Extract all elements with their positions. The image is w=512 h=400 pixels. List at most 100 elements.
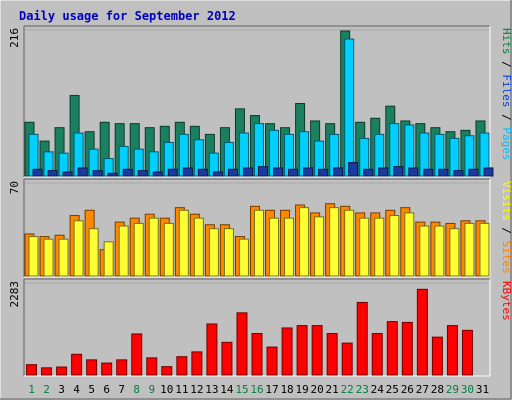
bar-kbytes-day-21 bbox=[326, 333, 338, 376]
bar-sites-day-24 bbox=[374, 217, 385, 277]
bar-sites-day-2 bbox=[43, 238, 54, 277]
x-tick-label-28: 28 bbox=[431, 383, 444, 396]
bar-pages-day-11 bbox=[182, 167, 193, 177]
panel-1-max-label: 216 bbox=[8, 28, 21, 48]
legend-kbytes: KBytes bbox=[500, 281, 512, 321]
bar-sites-day-25 bbox=[389, 215, 400, 277]
x-tick-label-9: 9 bbox=[148, 383, 155, 396]
bar-pages-day-18 bbox=[288, 168, 299, 177]
bar-kbytes-day-18 bbox=[281, 327, 293, 376]
x-tick-label-27: 27 bbox=[416, 383, 429, 396]
bar-kbytes-day-23 bbox=[356, 301, 368, 376]
bar-sites-day-3 bbox=[58, 238, 69, 277]
bar-pages-day-22 bbox=[348, 162, 359, 177]
bar-pages-day-25 bbox=[393, 166, 404, 177]
legend-files: Files bbox=[500, 74, 512, 107]
bar-sites-day-27 bbox=[419, 225, 430, 277]
bar-kbytes-day-15 bbox=[236, 312, 248, 376]
x-tick-label-30: 30 bbox=[461, 383, 474, 396]
x-tick-label-15: 15 bbox=[235, 383, 248, 396]
x-tick-label-24: 24 bbox=[371, 383, 385, 396]
x-tick-label-18: 18 bbox=[280, 383, 293, 396]
x-tick-label-29: 29 bbox=[446, 383, 459, 396]
bar-sites-day-18 bbox=[284, 217, 295, 277]
bar-kbytes-day-28 bbox=[431, 336, 443, 376]
legend-separator: / bbox=[500, 108, 512, 128]
bar-sites-day-12 bbox=[193, 217, 204, 277]
x-tick-label-4: 4 bbox=[73, 383, 80, 396]
bar-kbytes-day-30 bbox=[461, 329, 473, 376]
bar-pages-day-7 bbox=[122, 168, 133, 177]
bar-sites-day-7 bbox=[118, 225, 129, 277]
bar-sites-day-30 bbox=[464, 222, 475, 277]
bar-pages-day-27 bbox=[423, 168, 434, 177]
bar-pages-day-10 bbox=[167, 168, 178, 177]
x-tick-label-22: 22 bbox=[341, 383, 354, 396]
bar-kbytes-day-3 bbox=[56, 366, 68, 376]
panel-1-legend: Hits / Files / Pages bbox=[500, 28, 512, 161]
x-axis-labels: 1 2 3 4 5 6 7 8 9 10 11 12 13 14 15 16 17 18 19 20 21 22 23 24 2… bbox=[28, 383, 489, 396]
bar-kbytes-day-17 bbox=[266, 346, 278, 376]
legend-hits: Hits bbox=[500, 28, 512, 55]
bar-sites-day-20 bbox=[314, 216, 325, 277]
legend-pages: Pages bbox=[500, 127, 512, 160]
legend-visits: Visits bbox=[500, 181, 512, 221]
chart-panels: 216 Hits / Files / Pages 70 Visits / Sites 2… bbox=[8, 25, 512, 377]
x-tick-label-31: 31 bbox=[476, 383, 489, 396]
bar-pages-day-8 bbox=[137, 170, 148, 177]
bar-sites-day-29 bbox=[449, 228, 460, 277]
bar-sites-day-8 bbox=[133, 222, 144, 277]
x-tick-label-26: 26 bbox=[401, 383, 414, 396]
bar-pages-day-17 bbox=[273, 167, 284, 177]
bar-kbytes-day-25 bbox=[386, 321, 398, 376]
bar-sites-day-10 bbox=[163, 222, 174, 277]
bar-kbytes-day-26 bbox=[401, 321, 413, 376]
bar-kbytes-day-6 bbox=[101, 362, 113, 376]
x-tick-label-12: 12 bbox=[190, 383, 203, 396]
bar-pages-day-2 bbox=[47, 170, 58, 177]
bar-pages-day-23 bbox=[363, 168, 374, 177]
bar-kbytes-day-2 bbox=[41, 367, 53, 376]
bar-kbytes-day-4 bbox=[71, 353, 83, 376]
legend-sites: Sites bbox=[500, 241, 512, 274]
bar-kbytes-day-8 bbox=[131, 333, 143, 376]
bar-kbytes-day-13 bbox=[206, 323, 218, 376]
x-tick-label-11: 11 bbox=[175, 383, 188, 396]
panel-2-legend: Visits / Sites bbox=[500, 181, 512, 274]
bar-kbytes-day-27 bbox=[416, 288, 428, 376]
x-tick-label-17: 17 bbox=[265, 383, 278, 396]
x-tick-label-25: 25 bbox=[386, 383, 399, 396]
x-tick-label-21: 21 bbox=[326, 383, 339, 396]
bar-pages-day-16 bbox=[257, 166, 268, 177]
chart-title: Daily usage for September 2012 bbox=[19, 9, 236, 23]
bar-sites-day-1 bbox=[28, 236, 39, 277]
bar-pages-day-29 bbox=[453, 170, 464, 177]
bar-pages-day-31 bbox=[483, 167, 494, 177]
bar-kbytes-day-5 bbox=[86, 359, 98, 376]
bar-pages-day-1 bbox=[32, 168, 43, 177]
bar-kbytes-day-20 bbox=[311, 325, 323, 376]
legend-separator: / bbox=[500, 221, 512, 241]
bar-pages-day-24 bbox=[378, 167, 389, 177]
bar-kbytes-day-22 bbox=[341, 342, 353, 376]
bar-sites-day-6 bbox=[103, 241, 114, 277]
panel-3-legend: KBytes bbox=[500, 281, 512, 321]
panel-2-max-label: 70 bbox=[8, 181, 21, 194]
x-tick-label-19: 19 bbox=[295, 383, 308, 396]
bar-sites-day-9 bbox=[148, 217, 159, 277]
x-tick-label-23: 23 bbox=[356, 383, 369, 396]
x-tick-label-14: 14 bbox=[220, 383, 234, 396]
bar-sites-day-5 bbox=[88, 228, 99, 277]
x-tick-label-13: 13 bbox=[205, 383, 218, 396]
bar-pages-day-3 bbox=[62, 171, 73, 177]
bar-files-day-22 bbox=[344, 38, 355, 177]
bar-sites-day-26 bbox=[404, 212, 415, 277]
bar-pages-day-5 bbox=[92, 170, 103, 177]
bar-kbytes-day-24 bbox=[371, 333, 383, 376]
bar-sites-day-28 bbox=[434, 225, 445, 277]
x-tick-label-20: 20 bbox=[311, 383, 324, 396]
bar-sites-day-16 bbox=[253, 209, 264, 277]
bar-pages-day-14 bbox=[227, 168, 238, 177]
bar-sites-day-21 bbox=[329, 207, 340, 277]
bar-sites-day-15 bbox=[238, 238, 249, 277]
